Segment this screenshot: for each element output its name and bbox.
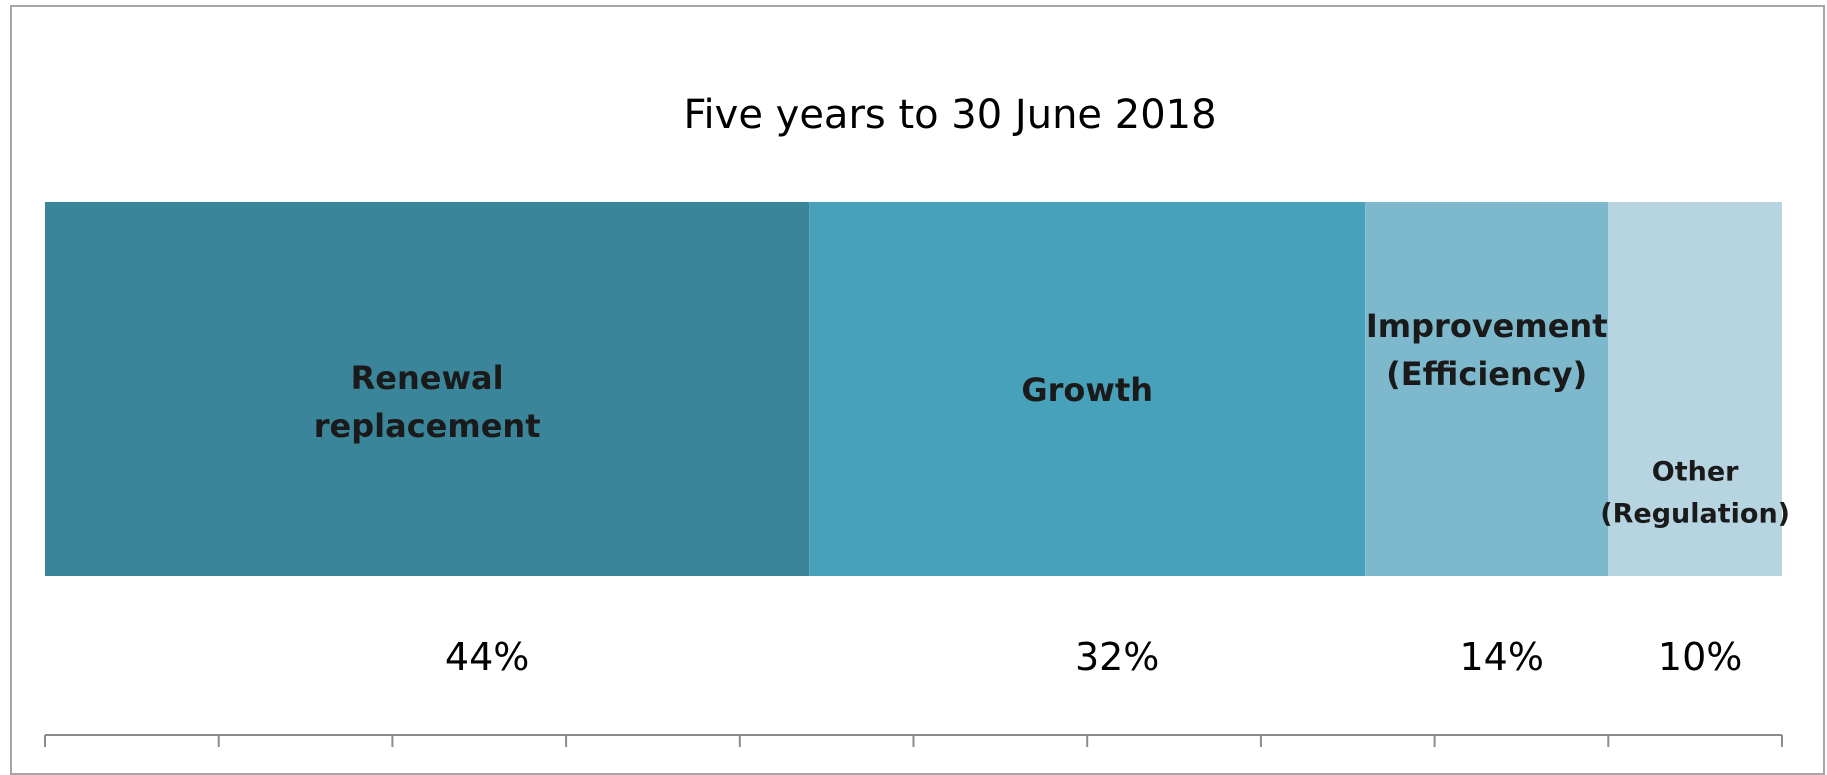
chart-title: Five years to 30 June 2018 <box>683 92 1216 138</box>
segment-label-3-line-2: (Efficiency) <box>1386 355 1587 393</box>
bar-segments <box>45 202 1782 576</box>
bar-segment-1 <box>45 202 810 576</box>
segment-label-4-line-2: (Regulation) <box>1600 498 1790 529</box>
percent-label-4: 10% <box>1658 635 1742 679</box>
segment-labels: Renewal replacement Growth Improvement (Effi… <box>314 307 1790 529</box>
bar-segment-2 <box>809 202 1366 576</box>
segment-label-3-line-1: Improvement <box>1366 307 1608 345</box>
percent-labels: 44% 32% 14% 10% <box>445 635 1742 679</box>
percent-label-1: 44% <box>445 635 529 679</box>
segment-label-1-line-1: Renewal <box>351 359 504 397</box>
segment-label-4-line-1: Other <box>1652 456 1739 487</box>
segment-label-2-line-1: Growth <box>1021 371 1153 409</box>
percent-label-2: 32% <box>1075 635 1159 679</box>
segment-label-1-line-2: replacement <box>314 407 541 445</box>
percent-label-3: 14% <box>1459 635 1543 679</box>
x-axis <box>44 734 1783 747</box>
bar-segment-4 <box>1608 202 1782 576</box>
bar-segment-3 <box>1365 202 1609 576</box>
